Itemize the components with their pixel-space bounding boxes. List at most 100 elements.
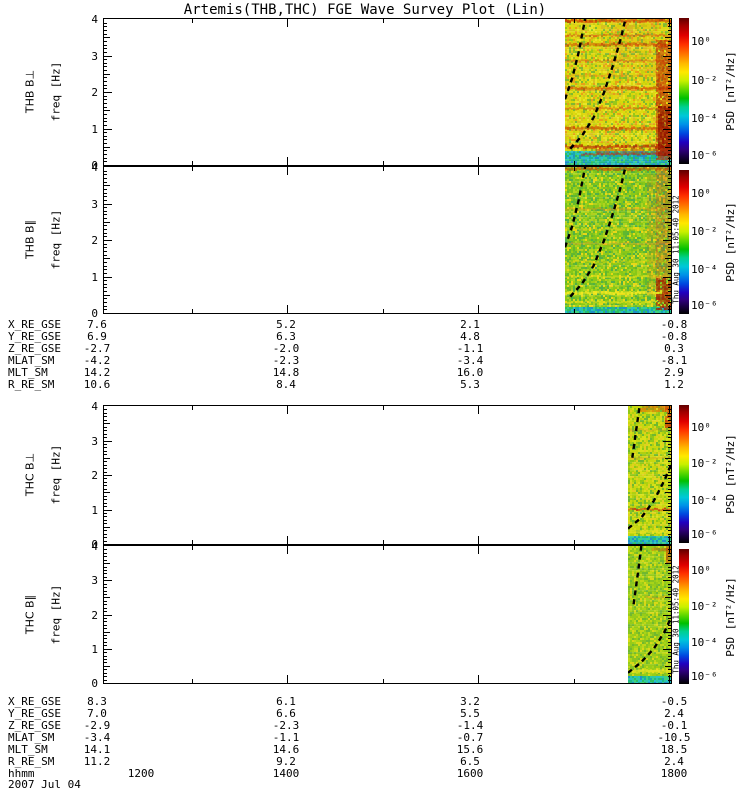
- axis-tick: [383, 167, 384, 171]
- axis-tick: [104, 244, 107, 245]
- axis-tick: [478, 19, 479, 27]
- axis-tick: [668, 52, 671, 53]
- y-tick-label: 2: [82, 610, 98, 621]
- axis-tick: [665, 258, 671, 259]
- axis-tick: [104, 492, 110, 493]
- axis-tick: [104, 273, 107, 274]
- axis-tick: [668, 454, 671, 455]
- axis-tick: [665, 74, 671, 75]
- ylabel-instrument-thb-bperp: THB B⊥: [24, 32, 37, 152]
- axis-tick: [104, 287, 107, 288]
- colorbar-tick-label: 10⁰: [691, 36, 733, 48]
- axis-tick: [104, 549, 107, 550]
- axis-tick: [104, 503, 107, 504]
- axis-tick: [668, 103, 671, 104]
- ylabel-freq-thc-bpar: freq [Hz]: [50, 554, 63, 674]
- axis-tick: [665, 458, 671, 459]
- axis-tick: [104, 423, 110, 424]
- axis-tick: [104, 625, 107, 626]
- axis-tick: [104, 587, 107, 588]
- axis-tick: [668, 85, 671, 86]
- axis-tick: [104, 229, 107, 230]
- axis-tick: [104, 413, 107, 414]
- axis-tick: [668, 118, 671, 119]
- axis-tick: [668, 496, 671, 497]
- axis-tick: [104, 673, 107, 674]
- axis-tick: [574, 161, 575, 165]
- axis-tick: [104, 482, 107, 483]
- axis-tick: [104, 247, 107, 248]
- axis-tick: [104, 662, 107, 663]
- axis-tick: [104, 110, 110, 111]
- axis-tick: [668, 81, 671, 82]
- axis-tick: [663, 510, 671, 511]
- axis-tick: [104, 454, 107, 455]
- axis-tick: [104, 465, 107, 466]
- axis-tick: [104, 30, 107, 31]
- axis-tick: [668, 461, 671, 462]
- date-label: 2007 Jul 04: [8, 779, 81, 791]
- axis-tick: [104, 615, 112, 616]
- axis-tick: [104, 451, 107, 452]
- axis-tick: [287, 675, 288, 683]
- axis-tick: [663, 240, 671, 241]
- axis-tick: [104, 645, 107, 646]
- axis-tick: [104, 649, 112, 650]
- axis-tick: [104, 306, 107, 307]
- axis-tick: [574, 546, 575, 550]
- axis-tick: [104, 139, 107, 140]
- axis-tick: [478, 675, 479, 683]
- axis-tick: [668, 437, 671, 438]
- axis-tick: [668, 420, 671, 421]
- axis-tick: [104, 485, 107, 486]
- spectrogram-data-thb_bpar: [565, 167, 671, 313]
- axis-tick: [104, 207, 107, 208]
- axis-tick: [478, 406, 479, 414]
- axis-tick: [668, 489, 671, 490]
- axis-tick: [668, 549, 671, 550]
- axis-tick: [104, 23, 107, 24]
- axis-tick: [104, 284, 107, 285]
- ylabel-instrument-thc-bpar: THC B∥: [24, 554, 37, 674]
- axis-tick: [663, 129, 671, 130]
- axis-tick: [104, 437, 107, 438]
- axis-tick: [287, 19, 288, 27]
- colorbar-thb-bpar: [679, 170, 689, 314]
- creation-timestamp-thb: Thu Aug 30 11:05:40 2012: [672, 183, 681, 315]
- axis-tick: [104, 193, 107, 194]
- axis-tick: [104, 255, 107, 256]
- axis-tick: [104, 262, 107, 263]
- axis-tick: [663, 475, 671, 476]
- axis-tick: [665, 666, 671, 667]
- axis-tick: [104, 430, 107, 431]
- axis-tick: [104, 158, 107, 159]
- axis-tick: [104, 266, 107, 267]
- axis-tick: [104, 527, 110, 528]
- axis-tick: [104, 496, 107, 497]
- ylabel-freq-thb-bperp: freq [Hz]: [50, 32, 63, 152]
- y-tick-label: 3: [82, 51, 98, 62]
- axis-tick: [104, 70, 107, 71]
- colorbar-tick-label: 10⁰: [691, 422, 733, 434]
- axis-tick: [574, 540, 575, 544]
- axis-tick: [104, 77, 107, 78]
- spectrogram-data-thb_bperp: [565, 19, 671, 165]
- axis-tick: [104, 669, 107, 670]
- axis-tick: [665, 563, 671, 564]
- axis-tick: [192, 406, 193, 410]
- axis-tick: [104, 666, 110, 667]
- axis-tick: [104, 277, 112, 278]
- axis-tick: [574, 406, 575, 410]
- axis-tick: [104, 638, 107, 639]
- colorbar-tick-label: 10⁻⁶: [691, 150, 733, 162]
- axis-tick: [668, 139, 671, 140]
- axis-tick: [104, 240, 112, 241]
- axis-tick: [104, 618, 107, 619]
- axis-tick: [104, 114, 107, 115]
- colorbar-tick-label: 10⁻⁴: [691, 637, 733, 649]
- axis-tick: [668, 23, 671, 24]
- axis-tick: [104, 652, 107, 653]
- axis-tick: [668, 482, 671, 483]
- ylabel-freq-thc-bperp: freq [Hz]: [50, 415, 63, 535]
- axis-tick: [104, 510, 112, 511]
